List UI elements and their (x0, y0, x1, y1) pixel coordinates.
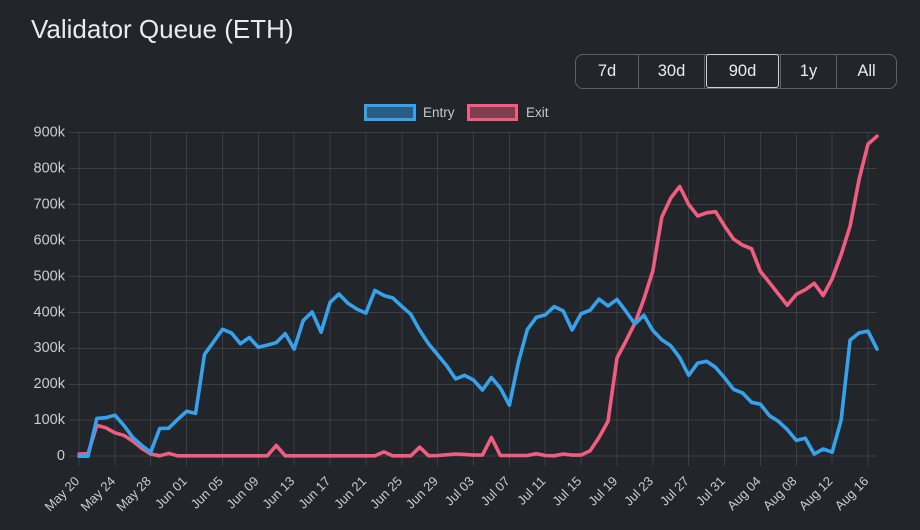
svg-text:200k: 200k (34, 376, 66, 392)
svg-text:600k: 600k (34, 232, 66, 248)
svg-text:May 24: May 24 (77, 473, 118, 514)
svg-text:100k: 100k (34, 412, 66, 428)
svg-text:0: 0 (57, 448, 65, 464)
svg-text:Jun 21: Jun 21 (331, 473, 369, 511)
svg-text:Jun 01: Jun 01 (152, 473, 190, 511)
svg-text:Jun 29: Jun 29 (403, 473, 441, 511)
svg-text:Jun 09: Jun 09 (223, 473, 261, 511)
svg-text:Jun 05: Jun 05 (188, 473, 226, 511)
svg-text:May 20: May 20 (42, 473, 83, 514)
svg-text:500k: 500k (34, 268, 66, 284)
svg-text:Jul 31: Jul 31 (693, 473, 728, 508)
svg-text:Jul 23: Jul 23 (621, 473, 656, 508)
svg-text:Aug 16: Aug 16 (832, 473, 872, 513)
svg-text:Jul 19: Jul 19 (585, 473, 620, 508)
svg-text:700k: 700k (34, 196, 66, 212)
svg-text:Jul 03: Jul 03 (442, 473, 477, 508)
svg-text:Jun 13: Jun 13 (259, 473, 297, 511)
svg-text:Jul 27: Jul 27 (657, 473, 692, 508)
svg-text:400k: 400k (34, 304, 66, 320)
svg-text:300k: 300k (34, 340, 66, 356)
svg-text:Jul 11: Jul 11 (514, 473, 548, 507)
svg-text:Aug 08: Aug 08 (760, 473, 800, 513)
svg-text:Jul 15: Jul 15 (549, 473, 584, 508)
svg-text:Aug 04: Aug 04 (724, 473, 764, 513)
svg-text:Aug 12: Aug 12 (796, 473, 836, 513)
svg-text:800k: 800k (34, 161, 66, 177)
svg-text:Jun 25: Jun 25 (367, 473, 405, 511)
svg-text:May 28: May 28 (113, 473, 154, 514)
svg-text:900k: 900k (34, 125, 66, 141)
svg-text:Jul 07: Jul 07 (478, 473, 513, 508)
svg-text:Jun 17: Jun 17 (295, 473, 333, 511)
